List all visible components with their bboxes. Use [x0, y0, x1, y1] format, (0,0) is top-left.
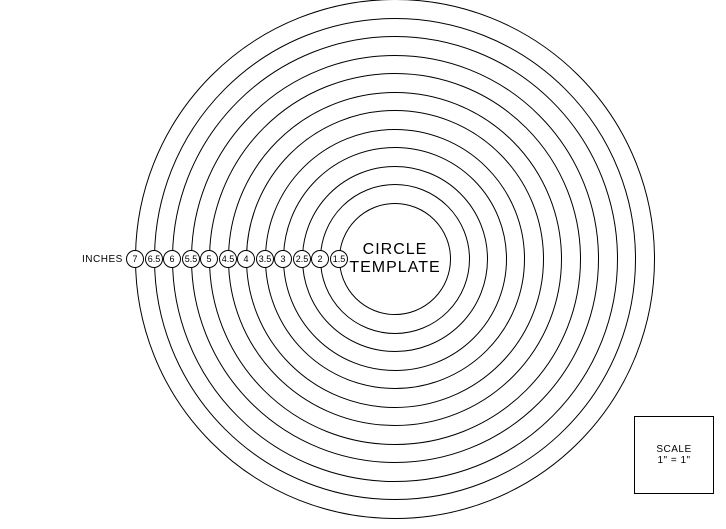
- size-badge-5-5: 5.5: [182, 250, 200, 268]
- size-badge-label: 1.5: [333, 255, 346, 264]
- size-badge-7: 7: [126, 250, 144, 268]
- center-title-line2: TEMPLATE: [349, 259, 440, 277]
- scale-box: SCALE 1" = 1": [634, 416, 714, 494]
- size-badge-label: 3: [280, 255, 285, 264]
- circle-template-canvas: INCHES 7 6.5 6 5.5 5 4.5 4 3.5 3 2.5 2 1…: [0, 0, 726, 529]
- size-badge-4: 4: [237, 250, 255, 268]
- size-badge-label: 2.5: [296, 255, 309, 264]
- size-badge-5: 5: [200, 250, 218, 268]
- size-badge-3-5: 3.5: [256, 250, 274, 268]
- size-badge-2-5: 2.5: [293, 250, 311, 268]
- axis-label-inches: INCHES: [82, 254, 123, 265]
- size-badge-label: 5.5: [185, 255, 198, 264]
- scale-box-line2: 1" = 1": [657, 455, 690, 466]
- size-badge-3: 3: [274, 250, 292, 268]
- size-badge-label: 2: [317, 255, 322, 264]
- size-badge-label: 4.5: [222, 255, 235, 264]
- center-title: CIRCLE TEMPLATE: [345, 239, 445, 279]
- size-badge-6: 6: [163, 250, 181, 268]
- size-badge-label: 6: [169, 255, 174, 264]
- center-title-line1: CIRCLE: [363, 241, 428, 259]
- size-badge-label: 6.5: [148, 255, 161, 264]
- size-badge-label: 4: [243, 255, 248, 264]
- scale-box-line1: SCALE: [656, 444, 691, 455]
- size-badge-label: 5: [206, 255, 211, 264]
- size-badge-4-5: 4.5: [219, 250, 237, 268]
- size-badge-label: 7: [132, 255, 137, 264]
- size-badge-2: 2: [311, 250, 329, 268]
- size-badge-6-5: 6.5: [145, 250, 163, 268]
- size-badge-label: 3.5: [259, 255, 272, 264]
